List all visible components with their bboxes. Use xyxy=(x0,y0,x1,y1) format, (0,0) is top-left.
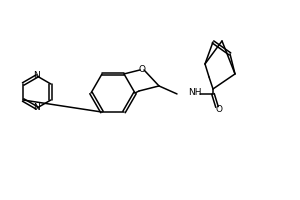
Text: O: O xyxy=(139,65,145,74)
Text: NH: NH xyxy=(188,88,202,97)
Text: O: O xyxy=(215,105,223,114)
Text: N: N xyxy=(34,104,40,112)
Text: N: N xyxy=(34,72,40,80)
